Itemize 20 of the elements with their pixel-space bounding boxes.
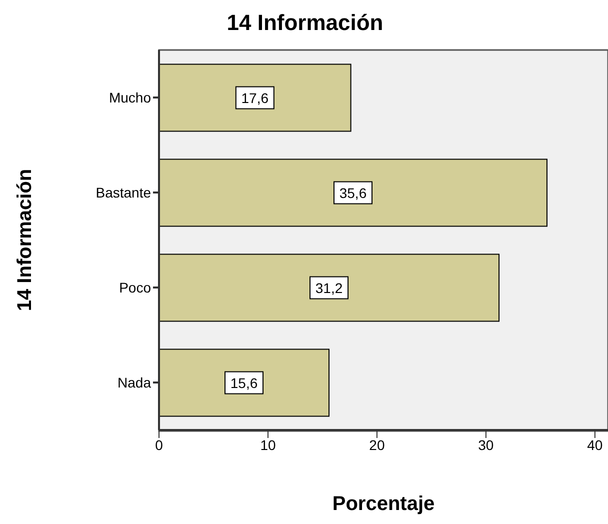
x-tick-label: 10 bbox=[260, 436, 276, 453]
data-label: 17,6 bbox=[241, 90, 269, 106]
x-tick-label: 30 bbox=[478, 436, 494, 453]
bar bbox=[159, 254, 500, 322]
y-tick-label: Bastante bbox=[96, 184, 152, 200]
x-tick-label: 40 bbox=[587, 436, 603, 453]
y-tick-label: Nada bbox=[118, 374, 152, 390]
data-label: 15,6 bbox=[230, 374, 258, 391]
data-label: 31,2 bbox=[315, 280, 343, 296]
y-tick-label: Poco bbox=[119, 279, 152, 296]
bar bbox=[159, 64, 352, 132]
bar bbox=[159, 158, 548, 227]
bar bbox=[159, 348, 330, 417]
x-axis-title: Porcentaje bbox=[332, 493, 435, 515]
data-label: 35,6 bbox=[339, 184, 367, 201]
y-tick-label: Mucho bbox=[108, 89, 152, 106]
chart-title: 14 Información bbox=[226, 10, 384, 36]
y-axis-title: 14 Información bbox=[14, 168, 36, 312]
x-tick-label: 0 bbox=[155, 436, 164, 453]
x-tick-label: 20 bbox=[369, 436, 385, 453]
